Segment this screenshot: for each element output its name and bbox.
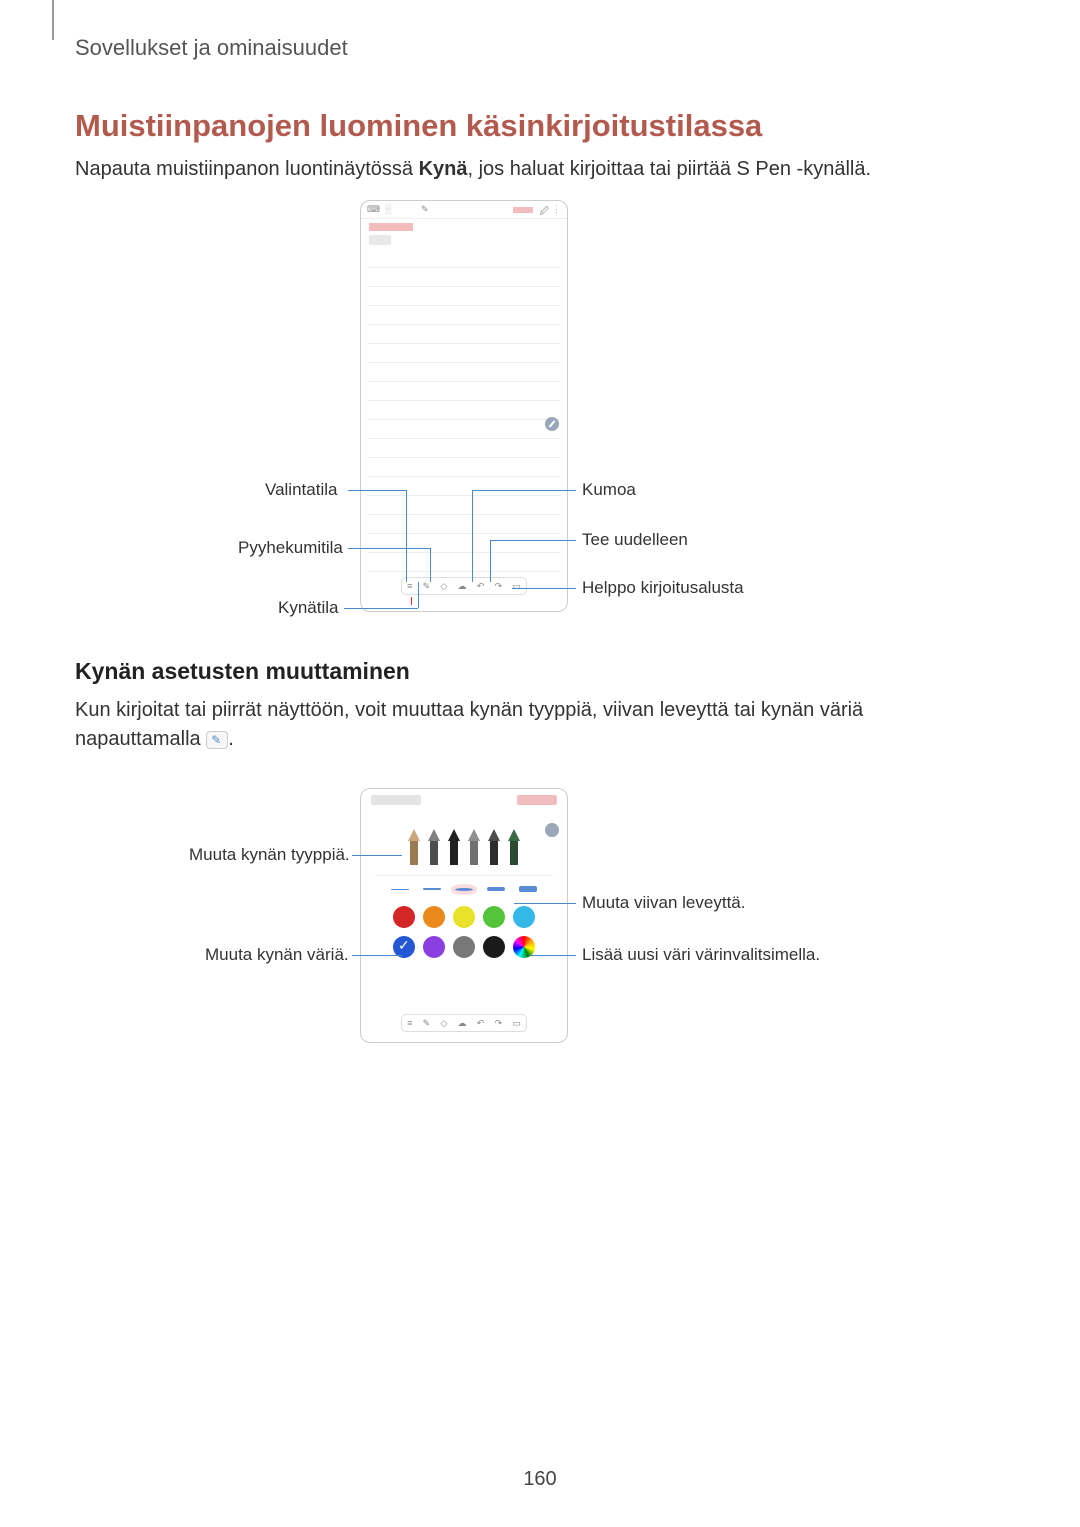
figure1-subtitle-placeholder — [369, 235, 391, 245]
callout-line — [418, 582, 419, 608]
pen-settings-icon — [206, 731, 228, 749]
figure2-fab-icon — [545, 823, 559, 837]
figure2-pink-placeholder — [517, 795, 557, 805]
pen-type-option — [468, 829, 480, 865]
color-swatch — [393, 906, 415, 928]
redo-icon: ↷ — [495, 581, 503, 592]
callout-line — [490, 540, 491, 582]
callout-line — [490, 540, 576, 541]
figure1-title-area — [361, 219, 567, 249]
figure2-gray-placeholder — [371, 795, 421, 805]
paragraph-2: Kun kirjoitat tai piirrät näyttöön, voit… — [75, 696, 975, 754]
para1-bold: Kynä — [419, 158, 468, 180]
callout-line — [530, 955, 576, 956]
callout-line — [406, 490, 407, 582]
pink-swatch-icon — [513, 207, 533, 213]
callout-tee-uudelleen: Tee uudelleen — [582, 530, 688, 550]
pen-width-row — [361, 886, 567, 892]
figure2-top-bar — [361, 789, 567, 811]
callout-pyyhekumitila: Pyyhekumitila — [238, 538, 343, 558]
pen-type-option — [428, 829, 440, 865]
pen-width-option — [519, 886, 537, 892]
para2-line2-prefix: napauttamalla — [75, 728, 206, 750]
figure1-top-toolbar: ⌨ ▒ ✎ 🖉 ⋮ — [361, 201, 567, 219]
figure1-bottom-toolbar: ≡ ✎ ◇ ☁ ↶ ↷ ▭ — [401, 577, 527, 595]
pen-type-row — [361, 829, 567, 865]
callout-muuta-viivan-leveytta: Muuta viivan leveyttä. — [582, 893, 745, 913]
callout-helppo-kirjoitusalusta: Helppo kirjoitusalusta — [582, 578, 744, 598]
callout-line — [352, 855, 402, 856]
more-icon: ⋮ — [552, 204, 561, 215]
color-swatch — [483, 936, 505, 958]
undo-icon: ↶ — [477, 1018, 485, 1029]
callout-line — [348, 548, 430, 549]
callout-line — [512, 588, 576, 589]
callout-muuta-kynan-tyyppia: Muuta kynän tyyppiä. — [189, 845, 350, 865]
pen-width-option — [487, 887, 505, 891]
para2-line1: Kun kirjoitat tai piirrät näyttöön, voit… — [75, 699, 863, 721]
color-swatch — [453, 936, 475, 958]
selection-tool-icon: ≡ — [407, 581, 412, 591]
callout-kynatila: Kynätila — [278, 598, 338, 618]
callout-line — [514, 903, 576, 904]
callout-muuta-kynan-varia: Muuta kynän väriä. — [205, 945, 349, 965]
paragraph-1: Napauta muistiinpanon luontinäytössä Kyn… — [75, 158, 871, 181]
cloud-icon: ☁ — [458, 1018, 467, 1029]
callout-line — [344, 608, 418, 609]
pen-small-icon: ✎ — [421, 204, 429, 215]
callout-valintatila: Valintatila — [265, 480, 337, 500]
page-number: 160 — [523, 1468, 556, 1491]
pen-tool-icon: ✎ — [423, 1018, 431, 1029]
main-title: Muistiinpanojen luominen käsinkirjoitust… — [75, 108, 762, 144]
pen-color-grid — [379, 906, 549, 958]
callout-line — [472, 490, 473, 582]
para1-prefix: Napauta muistiinpanon luontinäytössä — [75, 158, 419, 180]
callout-line — [348, 490, 406, 491]
figure2-divider — [375, 875, 553, 876]
color-swatch — [453, 906, 475, 928]
pen-width-option — [391, 889, 409, 890]
pen-tool-icon: ✎ — [423, 581, 431, 592]
pen-type-option — [408, 829, 420, 865]
callout-lisaa-uusi-vari: Lisää uusi väri värinvalitsimella. — [582, 945, 820, 965]
pen-width-option — [455, 888, 473, 891]
figure1-fab-icon — [545, 417, 559, 431]
subsection-title: Kynän asetusten muuttaminen — [75, 658, 410, 685]
header-section-title: Sovellukset ja ominaisuudet — [75, 35, 348, 61]
cloud-icon: ☁ — [458, 581, 467, 592]
figure-pen-settings: ≡ ✎ ◇ ☁ ↶ ↷ ▭ — [360, 788, 568, 1043]
color-swatch — [513, 906, 535, 928]
keyboard-icon: ⌨ — [367, 204, 380, 215]
undo-icon: ↶ — [477, 581, 485, 592]
header-divider — [52, 0, 54, 40]
figure1-note-lines — [361, 249, 567, 572]
figure-note-editor: ⌨ ▒ ✎ 🖉 ⋮ ≡ ✎ ◇ ☁ ↶ ↷ ▭ — [360, 200, 568, 612]
eraser-tool-icon: ◇ — [440, 581, 447, 592]
eraser-tool-icon: ◇ — [440, 1018, 447, 1029]
easy-pad-icon: ▭ — [512, 1018, 521, 1029]
callout-line — [352, 955, 402, 956]
para2-line2-suffix: . — [228, 728, 234, 750]
pen-type-option — [448, 829, 460, 865]
easy-pad-icon: ▭ — [512, 581, 521, 592]
selection-tool-icon: ≡ — [407, 1018, 412, 1028]
redo-icon: ↷ — [495, 1018, 503, 1029]
block-icon: ▒ — [385, 204, 391, 214]
color-swatch — [483, 906, 505, 928]
attach-icon: 🖉 — [539, 204, 549, 220]
figure1-title-placeholder — [369, 223, 413, 231]
figure1-input-cursor — [411, 597, 412, 605]
pen-type-option — [508, 829, 520, 865]
callout-line — [472, 490, 576, 491]
color-swatch — [423, 936, 445, 958]
color-swatch — [423, 906, 445, 928]
pen-width-option — [423, 888, 441, 890]
figure2-bottom-toolbar: ≡ ✎ ◇ ☁ ↶ ↷ ▭ — [401, 1014, 527, 1032]
callout-kumoa: Kumoa — [582, 480, 636, 500]
para1-suffix: , jos haluat kirjoittaa tai piirtää S Pe… — [467, 158, 871, 180]
callout-line — [430, 548, 431, 582]
pen-type-option — [488, 829, 500, 865]
